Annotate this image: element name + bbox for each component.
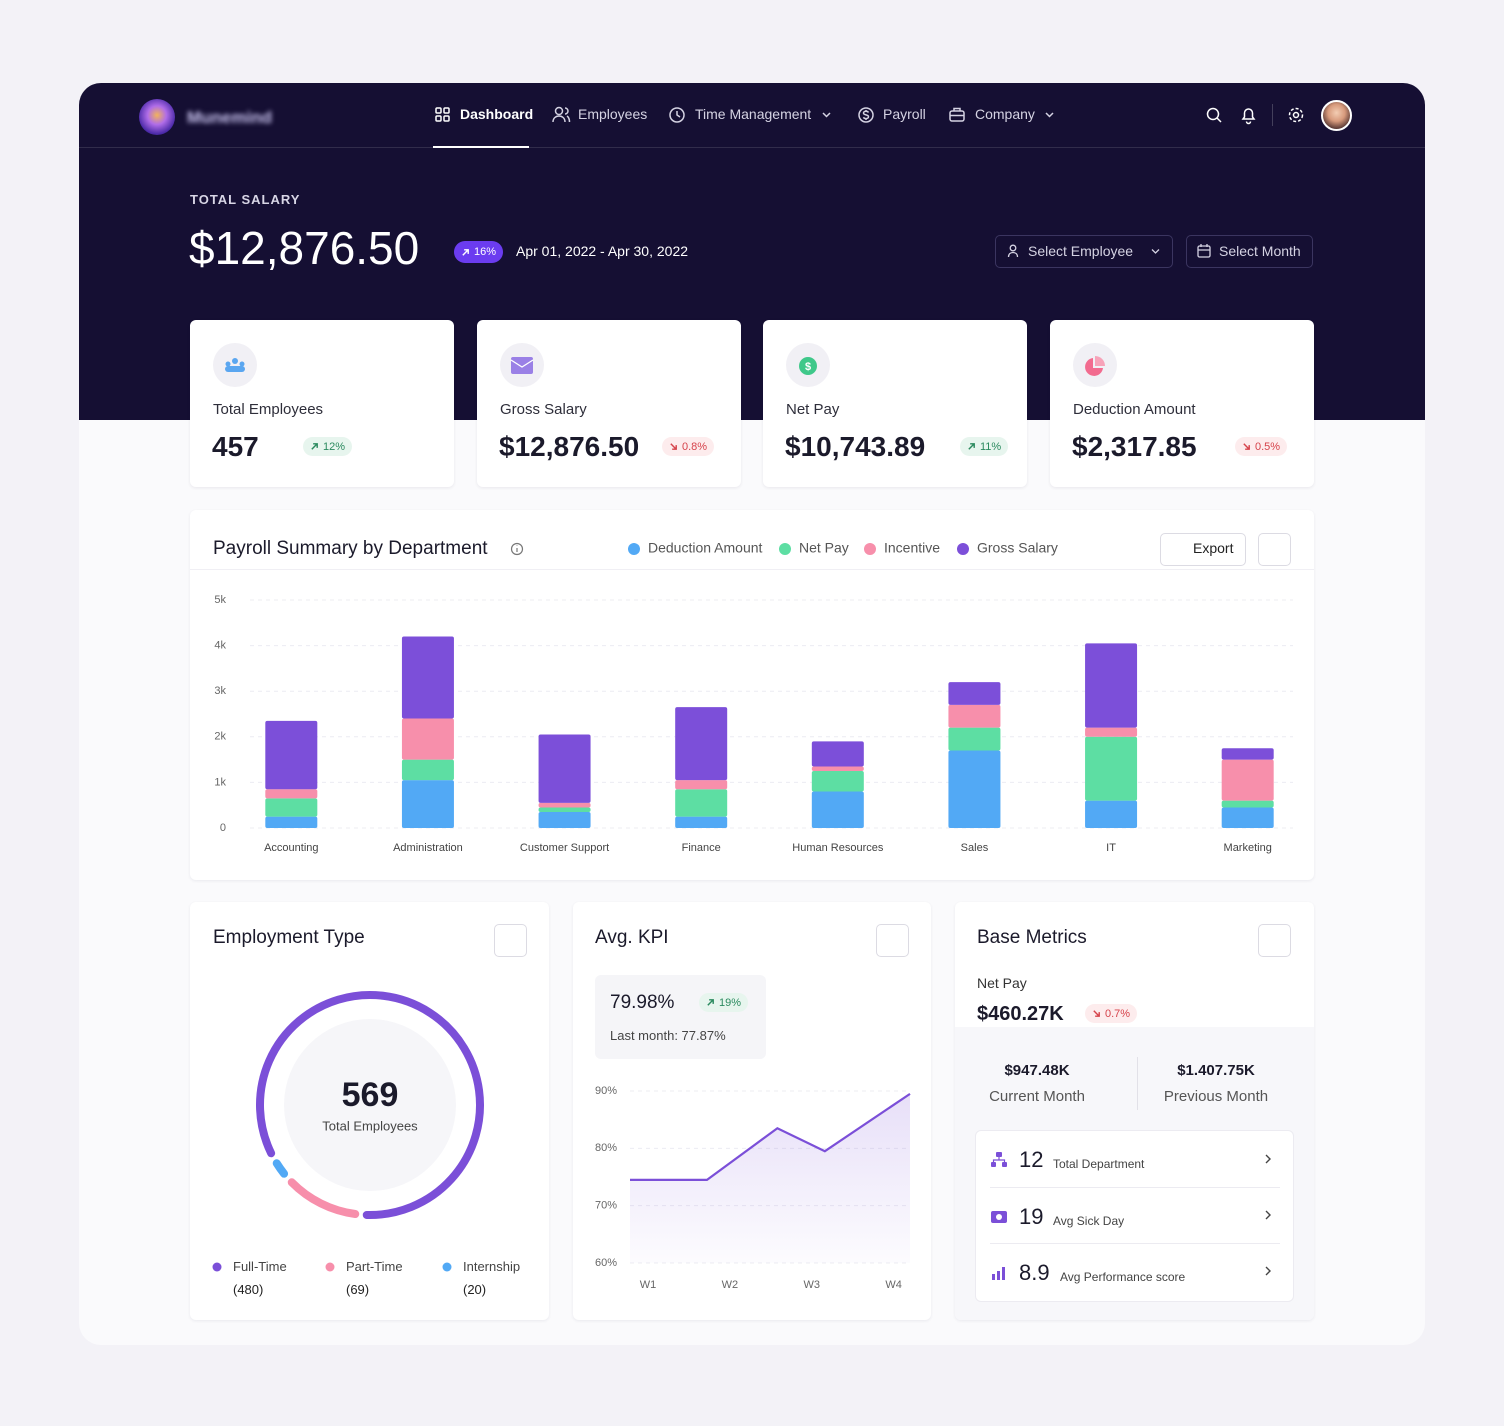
trend-arrow: [311, 443, 318, 450]
panel-header-divider: [190, 569, 1314, 570]
change-value: 0.5%: [1255, 440, 1281, 453]
trend-icon: [462, 248, 469, 256]
comparison-value: $947.48K: [1004, 1061, 1070, 1079]
kpi-note: Last month: 77.87%: [610, 1027, 726, 1043]
nav-item[interactable]: Employees: [578, 106, 648, 123]
stat-value: $10,743.89: [785, 431, 926, 463]
nav-divider: [79, 147, 1425, 148]
nav-item[interactable]: Company: [975, 106, 1035, 123]
chart-title: Payroll Summary by Department: [213, 537, 488, 559]
change-value: 0.7%: [1105, 1007, 1131, 1020]
export-label[interactable]: Export: [1193, 540, 1234, 557]
metric-label: Net Pay: [977, 975, 1027, 992]
date-range: Apr 01, 2022 - Apr 30, 2022: [516, 243, 689, 260]
kpi-value: 79.98%: [610, 991, 675, 1013]
stat-value: $2,317.85: [1072, 431, 1197, 463]
stat-label: Total Employees: [213, 400, 324, 418]
legend-value: (20): [463, 1281, 487, 1297]
trend-icon: [1093, 1010, 1100, 1017]
comparison-label: Previous Month: [1163, 1087, 1269, 1105]
item-value: 8.9: [1019, 1259, 1050, 1285]
item-label: Avg Sick Day: [1053, 1213, 1125, 1228]
brand-logo: [139, 99, 175, 135]
list-divider: [990, 1187, 1280, 1188]
change-badge: 0.7%: [1085, 1004, 1138, 1023]
item-label: Avg Performance score: [1060, 1269, 1186, 1284]
legend-label: Full-Time: [233, 1258, 287, 1274]
nav-item[interactable]: Dashboard: [460, 106, 534, 123]
trend-arrow: [707, 999, 714, 1006]
list-divider: [990, 1243, 1280, 1244]
item-value: 19: [1019, 1203, 1044, 1229]
legend-label: Internship: [463, 1258, 521, 1274]
change-badge: 16%: [454, 241, 504, 263]
comparison-divider: [1137, 1057, 1138, 1110]
change-badge: 0.5%: [1235, 437, 1288, 456]
panel-title: Base Metrics: [977, 926, 1087, 948]
change-value: 11%: [980, 440, 1002, 453]
metrics-list: [975, 1130, 1294, 1302]
nav-separator: [1272, 104, 1273, 126]
change-value: 12%: [323, 440, 346, 453]
stat-icon-bg: [1073, 343, 1117, 387]
change-value: 16%: [474, 246, 497, 258]
trend-arrow: [1093, 1010, 1100, 1017]
button[interactable]: [1258, 533, 1291, 566]
brand-name: Munemind: [187, 108, 272, 128]
button[interactable]: [494, 924, 527, 957]
legend-label: Part-Time: [346, 1258, 403, 1274]
item-value: 12: [1019, 1146, 1044, 1172]
trend-icon: [1243, 443, 1250, 450]
nav-item[interactable]: Payroll: [883, 106, 926, 123]
legend-value: (69): [346, 1281, 370, 1297]
trend-arrow: [462, 248, 469, 256]
button[interactable]: [995, 235, 1173, 268]
trend-icon: [311, 443, 318, 450]
stat-value: $12,876.50: [499, 431, 640, 463]
stat-icon-bg: [500, 343, 544, 387]
change-badge: 11%: [960, 437, 1009, 456]
item-label: Total Department: [1053, 1156, 1145, 1171]
trend-arrow: [1243, 443, 1250, 450]
kpi-summary-box: [595, 975, 766, 1059]
filter-label[interactable]: Select Employee: [1028, 243, 1134, 260]
change-badge: 0.8%: [662, 437, 715, 456]
stat-value: 457: [212, 431, 259, 463]
stat-icon-bg: [213, 343, 257, 387]
nav-active-underline: [433, 146, 529, 148]
comparison-label: Current Month: [989, 1087, 1085, 1105]
trend-arrow: [670, 443, 677, 450]
stat-label: Gross Salary: [500, 400, 587, 418]
kpi-panel: [573, 902, 931, 1320]
change-badge: 19%: [699, 993, 749, 1012]
trend-arrow: [968, 443, 975, 450]
metric-value: $460.27K: [977, 1003, 1064, 1025]
chart-title: Employment Type: [213, 926, 365, 948]
filter-label[interactable]: Select Month: [1219, 243, 1301, 260]
button[interactable]: [1258, 924, 1291, 957]
comparison-value: $1.407.75K: [1177, 1061, 1255, 1079]
trend-icon: [707, 999, 714, 1006]
change-value: 0.8%: [682, 440, 708, 453]
avatar[interactable]: [1321, 100, 1352, 131]
change-badge: 12%: [303, 437, 353, 456]
button[interactable]: [876, 924, 909, 957]
total-salary-amount: $12,876.50: [189, 221, 420, 274]
total-salary-label: TOTAL SALARY: [190, 191, 301, 207]
trend-icon: [968, 443, 975, 450]
stat-icon-bg: [786, 343, 830, 387]
button[interactable]: [1186, 235, 1313, 268]
nav-item[interactable]: Time Management: [695, 106, 812, 123]
stat-label: Net Pay: [786, 400, 840, 418]
stat-label: Deduction Amount: [1073, 400, 1196, 418]
trend-icon: [670, 443, 677, 450]
change-value: 19%: [719, 996, 742, 1009]
button[interactable]: [1160, 533, 1246, 566]
payroll-panel: [190, 510, 1314, 880]
legend-value: (480): [233, 1281, 264, 1297]
chart-title: Avg. KPI: [595, 926, 669, 948]
